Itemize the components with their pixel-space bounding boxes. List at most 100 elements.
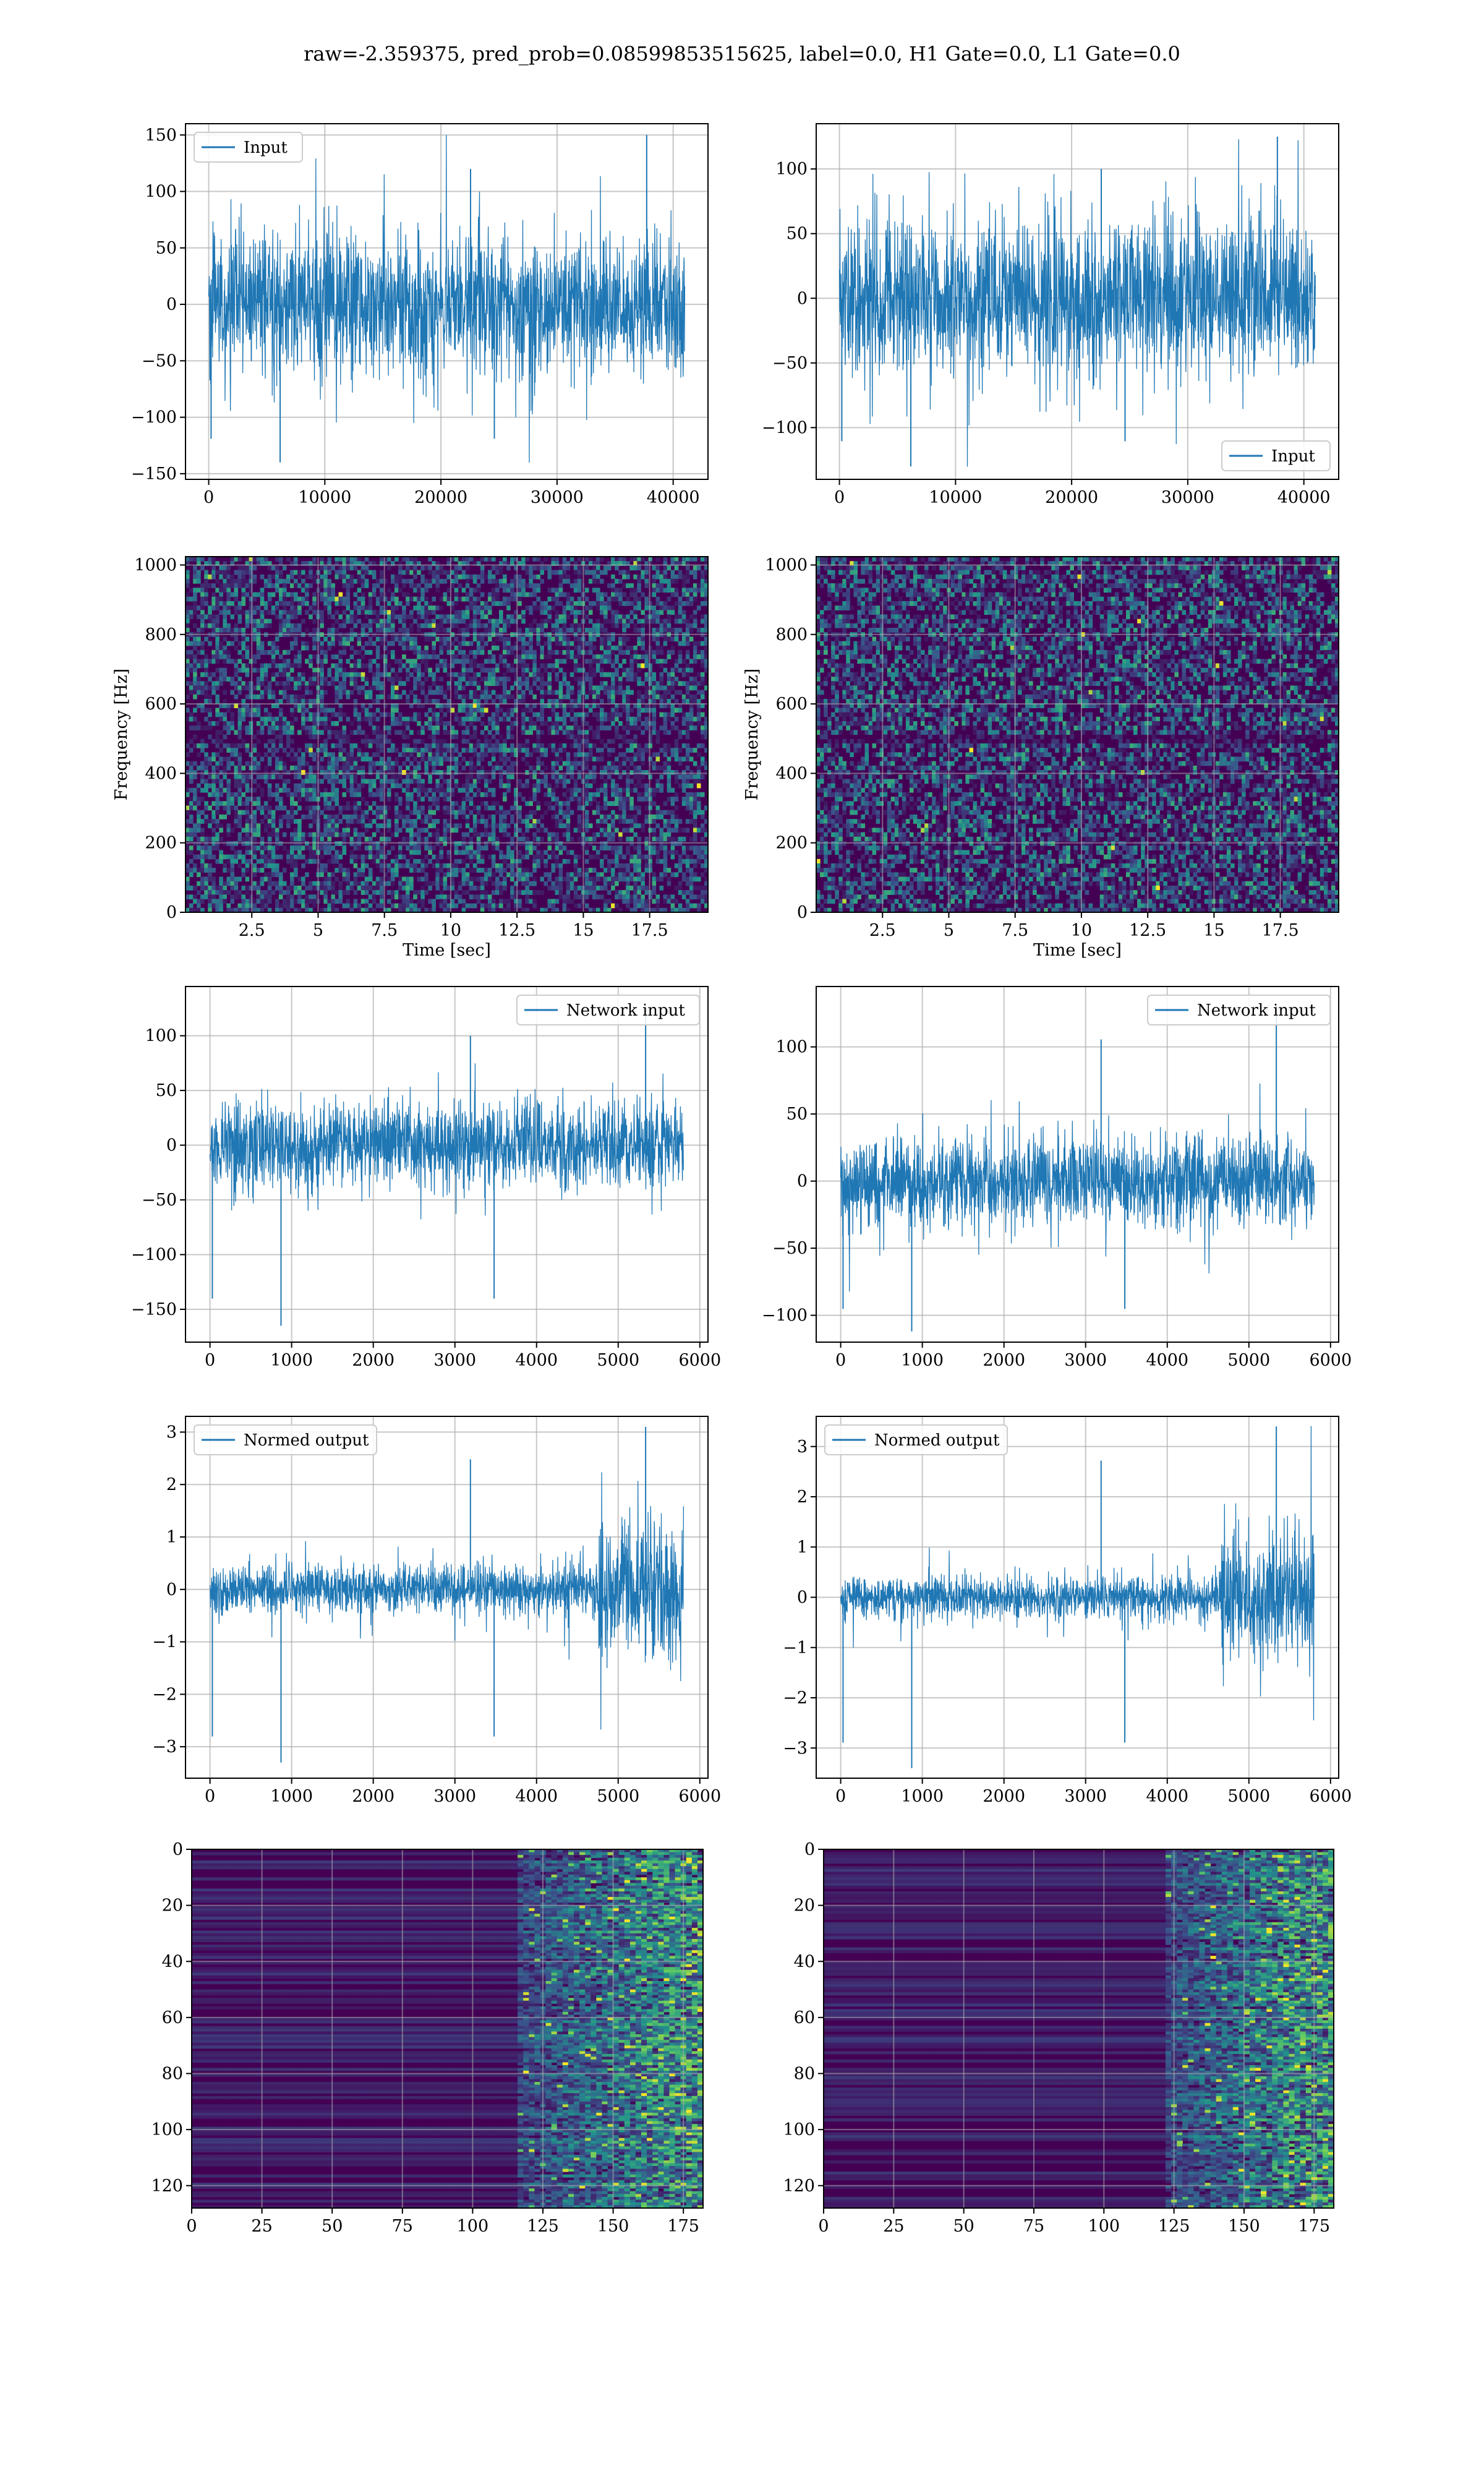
- spectrogram-cell: [189, 681, 194, 686]
- spectrogram-cell: [413, 677, 417, 682]
- spectrogram-cell: [365, 779, 369, 784]
- spectrogram-cell: [566, 606, 571, 610]
- spectrogram-cell: [369, 886, 373, 891]
- spectrogram-cell: [335, 668, 339, 673]
- spectrogram-cell: [279, 730, 283, 735]
- spectrogram-cell: [339, 730, 343, 735]
- spectrogram-cell: [466, 774, 470, 779]
- spectrogram-cell: [283, 664, 287, 669]
- spectrogram-cell: [350, 646, 354, 651]
- spectrogram-cell: [234, 850, 239, 855]
- spectrogram-cell: [466, 583, 470, 588]
- spectrogram-cell: [335, 815, 339, 820]
- spectrogram-cell: [484, 801, 488, 806]
- spectrogram-cell: [268, 859, 272, 864]
- spectrogram-cell: [193, 597, 197, 602]
- spectrogram-cell: [323, 726, 328, 730]
- spectrogram-cell: [320, 743, 324, 748]
- spectrogram-cell: [372, 833, 377, 837]
- spectrogram-cell: [552, 623, 556, 628]
- spectrogram-cell: [211, 659, 216, 664]
- spectrogram-cell: [428, 850, 432, 855]
- spectrogram-cell: [376, 890, 380, 895]
- spectrogram-cell: [510, 619, 514, 624]
- spectrogram-cell: [335, 859, 339, 864]
- spectrogram-cell: [200, 708, 205, 713]
- spectrogram-cell: [257, 761, 261, 766]
- spectrogram-cell: [409, 792, 414, 797]
- spectrogram-cell: [320, 650, 324, 655]
- spectrogram-cell: [503, 641, 507, 646]
- spectrogram-cell: [473, 636, 477, 641]
- spectrogram-cell: [462, 699, 466, 704]
- spectrogram-cell: [230, 855, 234, 860]
- spectrogram-cell: [420, 606, 425, 610]
- spectrogram-cell: [413, 668, 417, 673]
- spectrogram-cell: [406, 614, 410, 619]
- spectrogram-cell: [529, 815, 533, 820]
- spectrogram-cell: [242, 855, 246, 860]
- spectrogram-cell: [506, 614, 511, 619]
- spectrogram-cell: [417, 583, 421, 588]
- spectrogram-cell: [570, 601, 574, 606]
- spectrogram-cell: [238, 583, 242, 588]
- spectrogram-cell: [428, 761, 432, 766]
- spectrogram-cell: [290, 841, 294, 846]
- spectrogram-cell: [346, 597, 351, 602]
- spectrogram-cell: [204, 601, 208, 606]
- spectrogram-cell: [566, 756, 571, 761]
- spectrogram-cell: [283, 784, 287, 789]
- spectrogram-cell: [417, 646, 421, 651]
- spectrogram-cell: [413, 685, 417, 690]
- spectrogram-cell: [492, 641, 496, 646]
- spectrogram-cell: [484, 845, 488, 850]
- spectrogram-cell: [380, 641, 384, 646]
- spectrogram-cell: [264, 770, 268, 775]
- spectrogram-cell: [275, 774, 279, 779]
- spectrogram-cell: [552, 904, 556, 909]
- spectrogram-cell: [420, 597, 425, 602]
- spectrogram-cell: [559, 868, 563, 873]
- spectrogram-cell: [473, 823, 477, 828]
- spectrogram-cell: [555, 819, 560, 824]
- spectrogram-cell: [208, 685, 212, 690]
- spectrogram-cell: [301, 646, 305, 651]
- spectrogram-cell: [257, 801, 261, 806]
- spectrogram-cell: [219, 788, 223, 793]
- spectrogram-cell: [435, 575, 440, 580]
- spectrogram-cell: [193, 646, 197, 651]
- spectrogram-cell: [297, 672, 302, 677]
- spectrogram-cell: [443, 779, 448, 784]
- spectrogram-cell: [327, 819, 331, 824]
- spectrogram-cell: [193, 672, 197, 677]
- spectrogram-cell: [294, 784, 298, 789]
- spectrogram-cell: [193, 841, 197, 846]
- spectrogram-cell: [204, 636, 208, 641]
- spectrogram-cell: [532, 863, 537, 868]
- spectrogram-cell: [305, 761, 309, 766]
- spectrogram-cell: [290, 699, 294, 704]
- spectrogram-cell: [406, 845, 410, 850]
- spectrogram-cell: [279, 904, 283, 909]
- spectrogram-cell: [346, 877, 351, 882]
- spectrogram-cell: [350, 610, 354, 615]
- spectrogram-cell: [335, 828, 339, 833]
- spectrogram-cell: [432, 823, 436, 828]
- spectrogram-cell: [331, 770, 335, 775]
- spectrogram-cell: [245, 779, 250, 784]
- spectrogram-cell: [294, 833, 298, 837]
- spectrogram-cell: [331, 894, 335, 899]
- spectrogram-cell: [428, 899, 432, 904]
- spectrogram-cell: [208, 721, 212, 726]
- spectrogram-cell: [223, 868, 227, 873]
- spectrogram-cell: [413, 819, 417, 824]
- spectrogram-cell: [197, 890, 201, 895]
- spectrogram-cell: [443, 597, 448, 602]
- spectrogram-cell: [477, 646, 481, 651]
- spectrogram-cell: [506, 788, 511, 793]
- spectrogram-cell: [290, 748, 294, 753]
- spectrogram-cell: [473, 650, 477, 655]
- spectrogram-cell: [331, 565, 335, 570]
- spectrogram-cell: [283, 845, 287, 850]
- spectrogram-cell: [257, 681, 261, 686]
